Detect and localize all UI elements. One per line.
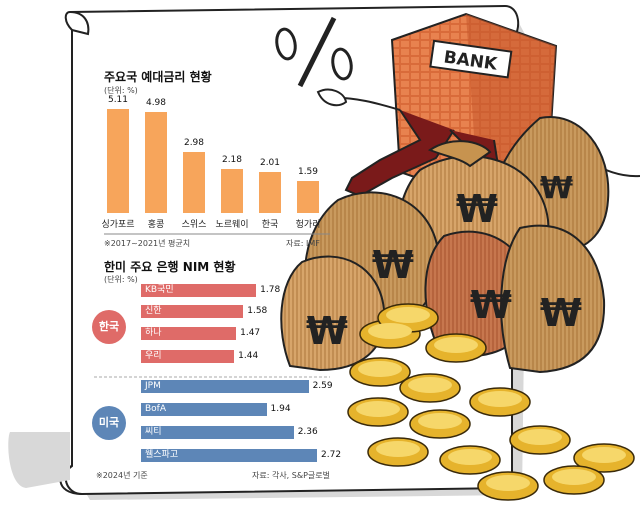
bar <box>141 380 309 393</box>
category-label: KB국민 <box>145 285 174 295</box>
category-label: 신한 <box>145 306 162 316</box>
won-sign-icon: ₩ <box>470 283 512 327</box>
bar-value-label: 2.01 <box>259 158 281 169</box>
bar <box>107 109 129 213</box>
group-badge-korea: 한국 <box>92 310 126 344</box>
won-sign-icon: ₩ <box>456 187 498 231</box>
money-bag-icon <box>280 115 610 374</box>
bar <box>141 449 317 462</box>
chart1-source: 자료: IMF <box>286 239 320 248</box>
bar-value-label: 4.98 <box>145 97 167 108</box>
bar-value-label: 2.72 <box>321 450 342 460</box>
category-label: 하나 <box>145 328 162 338</box>
chart2-note: ※2024년 기준 <box>96 471 148 480</box>
bar <box>259 172 281 213</box>
bar <box>141 327 237 340</box>
bar-value-label: 1.59 <box>297 166 319 177</box>
bar-value-label: 2.98 <box>183 138 205 149</box>
bar-value-label: 1.78 <box>260 285 281 295</box>
percent-sign-icon <box>275 16 353 88</box>
bar <box>141 350 235 363</box>
bar-value-label: 2.36 <box>297 427 318 437</box>
bar <box>141 403 267 416</box>
chart2-unit: (단위: %) <box>104 275 138 284</box>
category-label: 우리 <box>145 351 162 361</box>
category-label: BofA <box>145 404 167 414</box>
won-sign-icon: ₩ <box>306 309 348 353</box>
chart2-title: 한미 주요 은행 NIM 현황 <box>104 260 236 274</box>
won-sign-icon: ₩ <box>540 291 582 335</box>
bar-value-label: 2.59 <box>312 381 333 391</box>
bar <box>221 168 243 213</box>
bar <box>183 152 205 213</box>
bar <box>141 284 257 297</box>
bar <box>145 111 167 213</box>
category-label: 한국 <box>261 220 279 230</box>
won-sign-icon: ₩ <box>372 243 414 287</box>
bar-value-label: 1.47 <box>240 328 261 338</box>
bar-value-label: 1.58 <box>247 306 268 316</box>
bar <box>141 426 294 439</box>
category-label: JPM <box>145 381 161 391</box>
bar-value-label: 1.44 <box>238 351 259 361</box>
gold-coins-icon <box>347 303 635 501</box>
category-label: 씨티 <box>145 427 162 437</box>
category-label: 노르웨이 <box>215 220 249 230</box>
bar <box>141 305 244 318</box>
category-label: 웰스파고 <box>145 450 179 460</box>
group-badge-usa: 미국 <box>92 406 126 440</box>
bar <box>297 180 319 213</box>
category-label: 스위스 <box>181 220 207 230</box>
chart1-title: 주요국 예대금리 현황 <box>104 70 212 84</box>
bar-value-label: 2.18 <box>221 154 243 165</box>
bar-value-label: 5.11 <box>107 95 129 105</box>
chart1-note: ※2017~2021년 평균치 <box>104 239 191 248</box>
category-label: 싱가포르 <box>101 220 135 230</box>
chart1-unit: (단위: %) <box>104 86 138 95</box>
category-label: 헝가리 <box>295 220 321 230</box>
bar-value-label: 1.94 <box>270 404 291 414</box>
category-label: 홍콩 <box>147 220 165 230</box>
won-sign-icon: ₩ <box>540 171 573 206</box>
chart2-source: 자료: 각사, S&P글로벌 <box>252 471 330 480</box>
